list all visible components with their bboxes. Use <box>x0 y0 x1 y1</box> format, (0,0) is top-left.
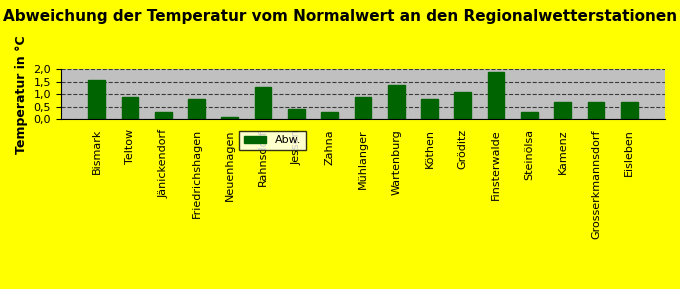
Text: Abweichung der Temperatur vom Normalwert an den Regionalwetterstationen: Abweichung der Temperatur vom Normalwert… <box>3 9 677 24</box>
Bar <box>488 73 505 119</box>
Bar <box>122 97 138 119</box>
Bar <box>155 112 171 119</box>
Bar <box>355 97 371 119</box>
Bar <box>588 102 605 119</box>
Bar <box>88 80 105 119</box>
Bar <box>521 112 538 119</box>
Bar <box>454 92 471 119</box>
Bar <box>388 85 405 119</box>
Bar <box>188 99 205 119</box>
Legend: Abw.: Abw. <box>239 131 305 150</box>
Bar <box>255 87 271 119</box>
Bar <box>621 102 638 119</box>
Y-axis label: Temperatur in °C: Temperatur in °C <box>15 35 28 153</box>
Bar <box>222 117 238 119</box>
Bar <box>288 109 305 119</box>
Bar <box>322 112 338 119</box>
Bar <box>421 99 438 119</box>
Bar <box>554 102 571 119</box>
